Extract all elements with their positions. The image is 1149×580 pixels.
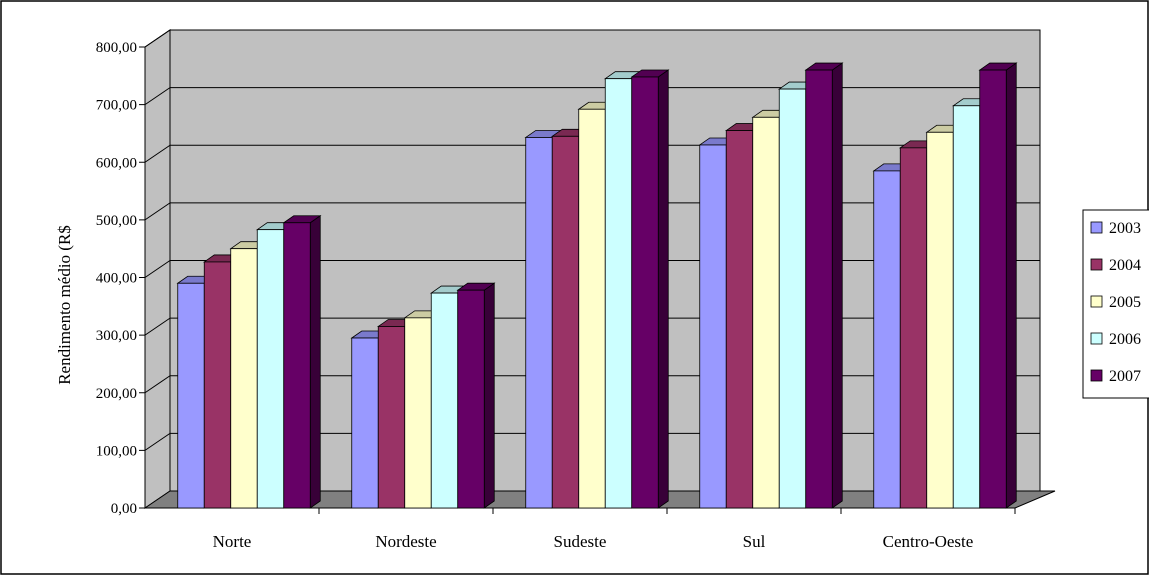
x-tick-label: Sul — [743, 532, 766, 551]
y-tick-label: 600,00 — [96, 155, 137, 171]
gridline-side — [144, 375, 171, 394]
bars — [176, 62, 1018, 509]
bar — [979, 69, 1007, 509]
axis-labels: 0,00 100,00 200,00 300,00 400,00 500,00 600,00… — [96, 40, 974, 551]
legend: 2003 2004 2005 2006 2007 — [1082, 209, 1149, 399]
y-tick-label: 200,00 — [96, 386, 137, 402]
bar — [203, 261, 232, 509]
legend-swatch — [1090, 295, 1103, 308]
y-tick-label: 0,00 — [111, 501, 137, 517]
bar — [725, 130, 754, 509]
x-tick-label: Norte — [213, 532, 252, 551]
legend-swatch — [1090, 258, 1103, 271]
bar-side — [831, 62, 843, 509]
bar — [926, 131, 954, 509]
bar — [805, 69, 833, 509]
bar — [778, 88, 807, 509]
bar — [631, 76, 659, 509]
bar-side — [657, 69, 669, 509]
bar-side — [309, 214, 321, 509]
legend-label: 2005 — [1109, 294, 1141, 311]
x-tick-label: Nordeste — [375, 532, 436, 551]
gridline-side — [144, 317, 171, 336]
bar — [457, 289, 485, 509]
bar — [551, 135, 580, 509]
y-tick-label: 800,00 — [96, 40, 137, 56]
legend-swatch — [1090, 221, 1103, 234]
bar-side — [1005, 62, 1017, 509]
bar-side — [483, 282, 495, 509]
gridline-side — [144, 87, 171, 106]
bar — [377, 326, 406, 509]
gridline-side — [144, 202, 171, 221]
legend-swatch — [1090, 369, 1103, 382]
bar — [404, 317, 432, 509]
bar — [525, 137, 553, 509]
y-tick-label: 700,00 — [96, 98, 137, 114]
bar — [430, 292, 459, 509]
legend-label: 2007 — [1109, 368, 1141, 385]
y-axis-title: Rendimento médio (R$ — [55, 225, 74, 385]
bar — [752, 116, 780, 509]
bar — [230, 248, 258, 509]
bar — [899, 147, 928, 509]
y-tick-label: 500,00 — [96, 213, 137, 229]
gridline-side — [144, 260, 171, 278]
bar — [578, 108, 606, 509]
bar — [256, 229, 285, 509]
x-tick-label: Centro-Oeste — [883, 532, 974, 551]
gridline-side — [144, 144, 171, 163]
bar — [177, 282, 205, 509]
y-tick-label: 100,00 — [96, 443, 137, 459]
legend-label: 2006 — [1109, 331, 1141, 348]
bar — [351, 337, 379, 509]
bar — [699, 144, 727, 509]
bar — [873, 170, 901, 509]
gridline-side — [144, 432, 171, 451]
legend-label: 2003 — [1109, 220, 1141, 237]
legend-label: 2004 — [1109, 257, 1141, 274]
bar — [952, 105, 981, 509]
gridline-side — [144, 29, 171, 48]
bar — [283, 222, 311, 509]
y-tick-label: 400,00 — [96, 271, 137, 287]
y-tick-label: 300,00 — [96, 328, 137, 344]
legend-swatch — [1090, 332, 1103, 345]
bar — [604, 78, 633, 509]
x-tick-label: Sudeste — [554, 532, 607, 551]
